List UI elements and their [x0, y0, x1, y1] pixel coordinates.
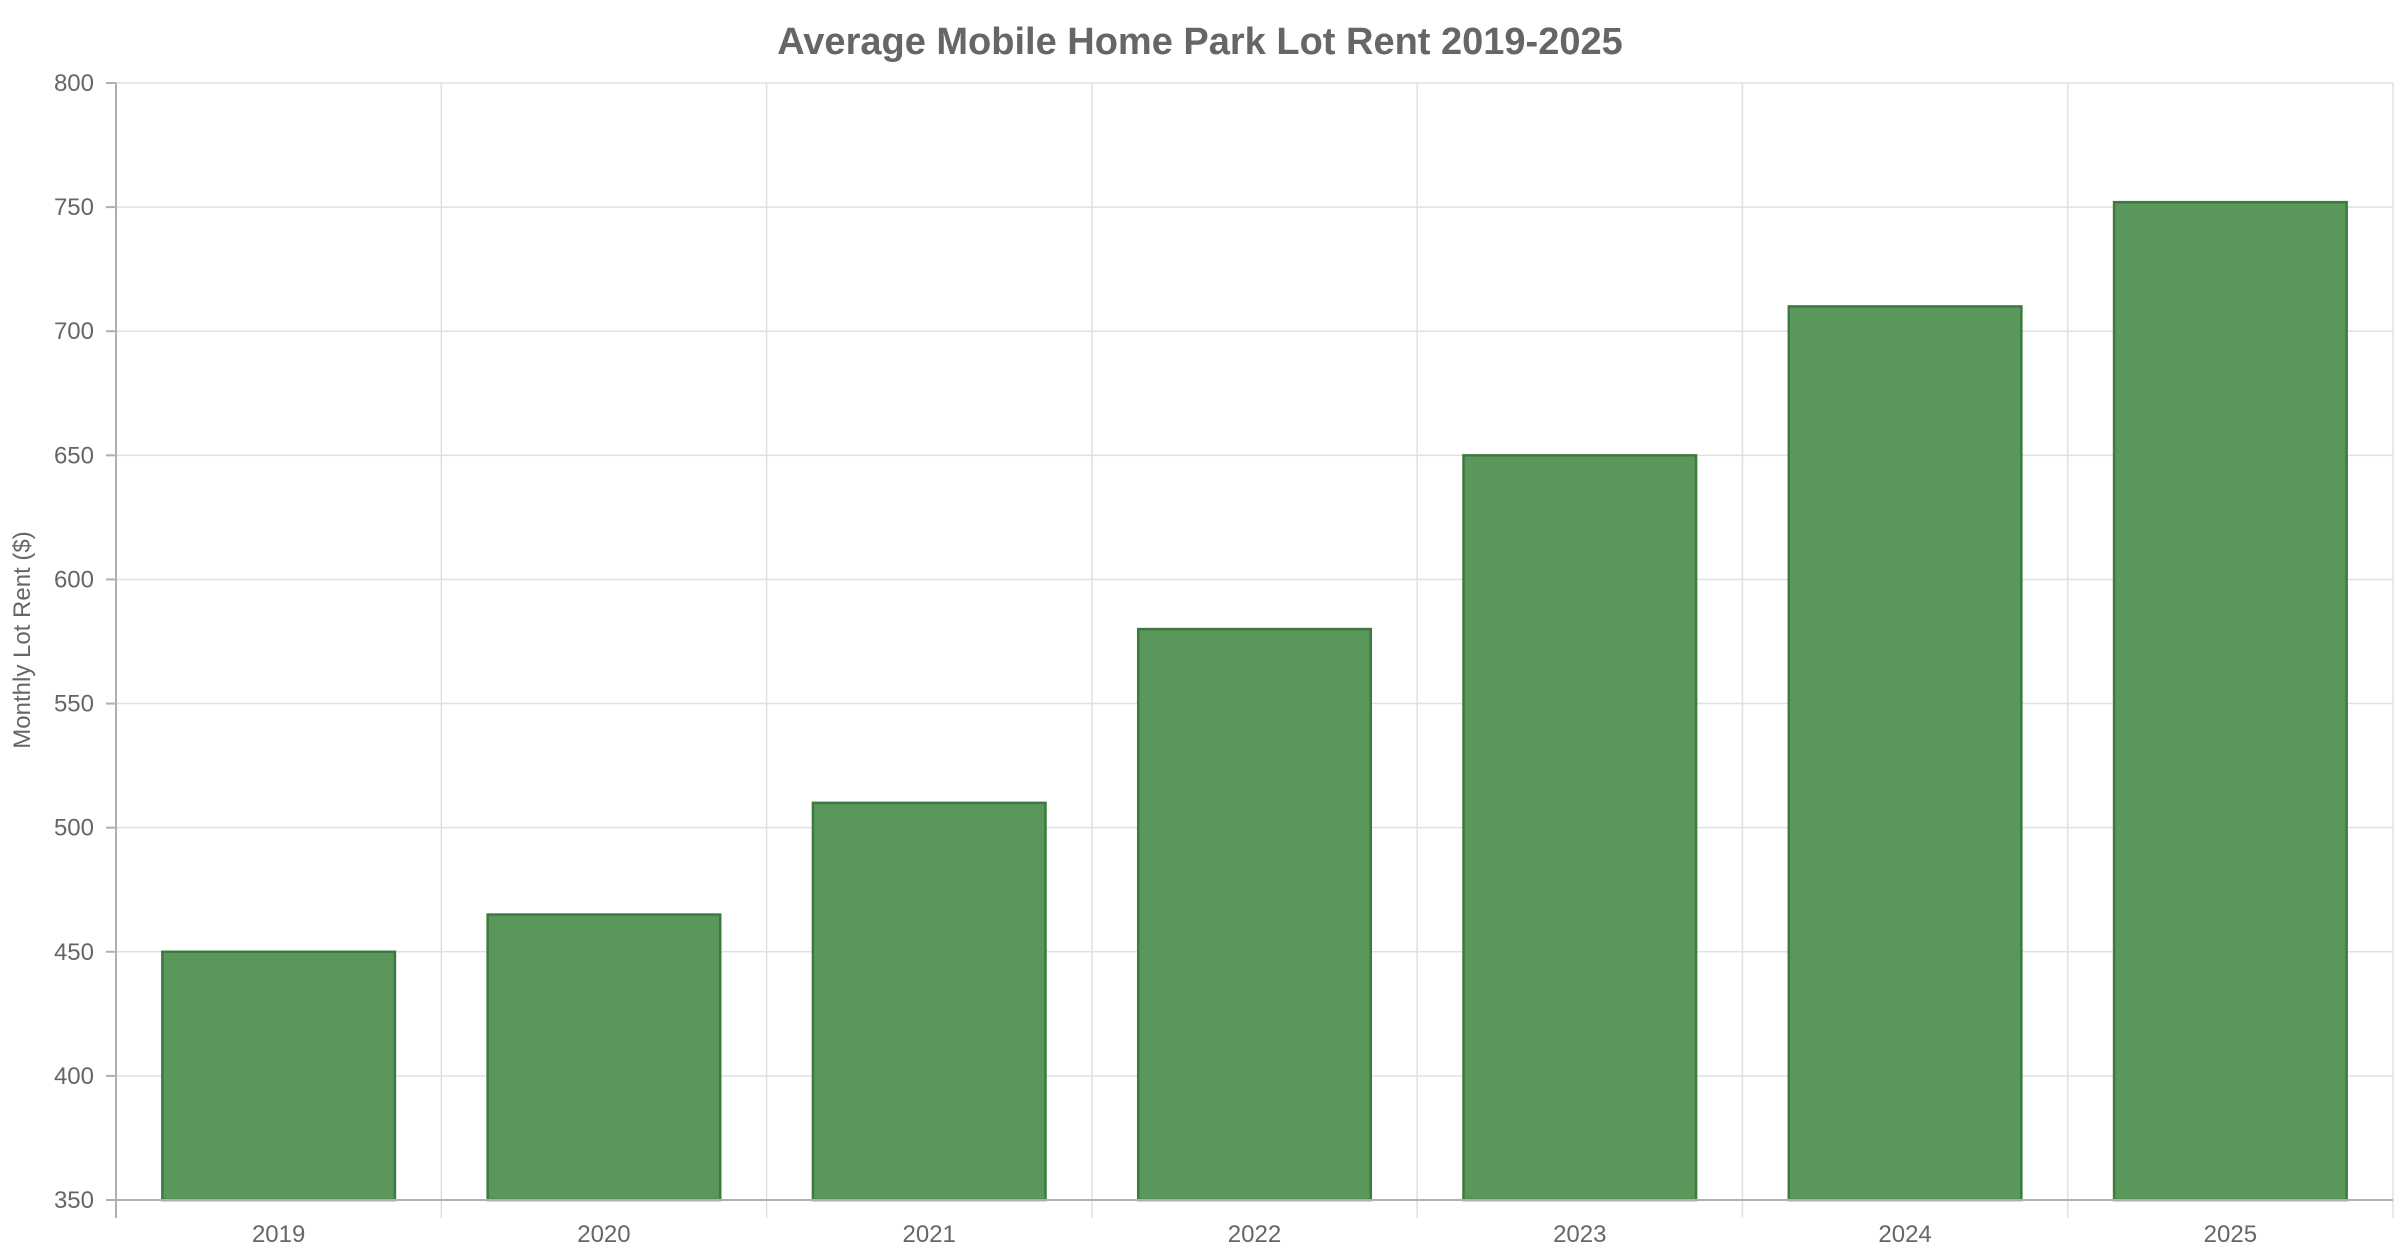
y-tick-label: 600: [54, 566, 94, 593]
x-tick-label: 2020: [577, 1221, 630, 1248]
x-tick-label: 2022: [1228, 1221, 1281, 1248]
y-tick-label: 450: [54, 939, 94, 966]
bar-2019: [161, 950, 397, 1202]
x-tick-label: 2019: [252, 1221, 305, 1248]
axes: [115, 83, 2393, 1218]
y-tick-label: 400: [54, 1063, 94, 1090]
bar-2020: [486, 913, 722, 1202]
bar-2021: [811, 801, 1047, 1202]
bar-2022: [1136, 627, 1373, 1202]
x-tick-label: 2025: [2204, 1221, 2257, 1248]
y-axis-ticks: 350 400 450 500 550 600 650 700 750 800: [54, 70, 94, 1214]
y-tick-label: 350: [54, 1187, 94, 1214]
x-tick-label: 2021: [903, 1221, 956, 1248]
x-tick-label: 2024: [1878, 1221, 1931, 1248]
y-tick-label: 550: [54, 691, 94, 718]
y-tick-label: 650: [54, 442, 94, 469]
y-tick-label: 750: [54, 194, 94, 221]
bar-2024: [1787, 305, 2023, 1202]
x-tick-label: 2023: [1553, 1221, 1606, 1248]
y-axis-label: Monthly Lot Rent ($): [9, 531, 36, 748]
chart-title: Average Mobile Home Park Lot Rent 2019-2…: [777, 21, 1622, 63]
bar-2025: [2112, 200, 2348, 1202]
y-tick-label: 700: [54, 318, 94, 345]
bar-2023: [1462, 454, 1698, 1202]
x-axis-ticks: 2019 2020 2021 2022 2023 2024 2025: [252, 1221, 2257, 1248]
y-tick-label: 800: [54, 70, 94, 97]
bars: [161, 200, 2348, 1202]
y-tick-label: 500: [54, 815, 94, 842]
